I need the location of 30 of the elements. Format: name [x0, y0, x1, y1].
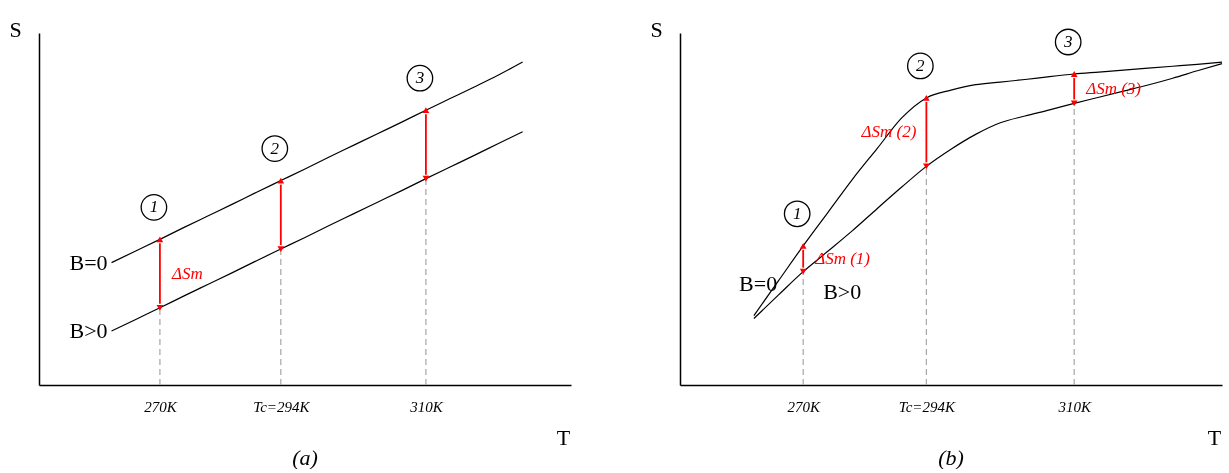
x-tick-label: 310K — [409, 398, 444, 415]
circled-number: 3 — [1054, 28, 1082, 56]
x-axis-title: T — [556, 424, 571, 450]
x-tick-label: Tc=294K — [253, 398, 311, 415]
series-label: B=0 — [739, 270, 778, 296]
annotation: 3 — [414, 68, 425, 88]
x-axis-title: T — [1207, 424, 1222, 450]
circled-number: 1 — [783, 200, 811, 228]
x-tick-label: 270K — [787, 398, 821, 415]
annotation: 1 — [792, 203, 802, 223]
annotation: 2 — [270, 138, 280, 158]
text: (b) — [938, 445, 964, 470]
x-tick-label: 310K — [1057, 398, 1092, 415]
circled-number: 2 — [261, 135, 289, 162]
annotation: 2 — [916, 55, 926, 75]
circled-number: 1 — [140, 194, 168, 221]
circled-number: 3 — [406, 64, 434, 92]
y-axis-title: S — [650, 16, 663, 42]
annotation: ΔSm (1) — [814, 248, 871, 268]
y-axis-title: S — [9, 16, 22, 42]
series-label: B=0 — [69, 249, 108, 275]
series-label: B>0 — [69, 318, 108, 344]
annotation: 1 — [149, 197, 159, 217]
x-tick-label: 270K — [144, 398, 178, 415]
annotation: ΔSm — [170, 263, 203, 283]
legend-label: B>0 — [823, 278, 862, 304]
annotation: ΔSm (2) — [860, 122, 917, 142]
x-tick-label: Tc=294K — [898, 398, 956, 415]
circled-number: 2 — [906, 52, 934, 80]
text: (a) — [292, 445, 318, 470]
